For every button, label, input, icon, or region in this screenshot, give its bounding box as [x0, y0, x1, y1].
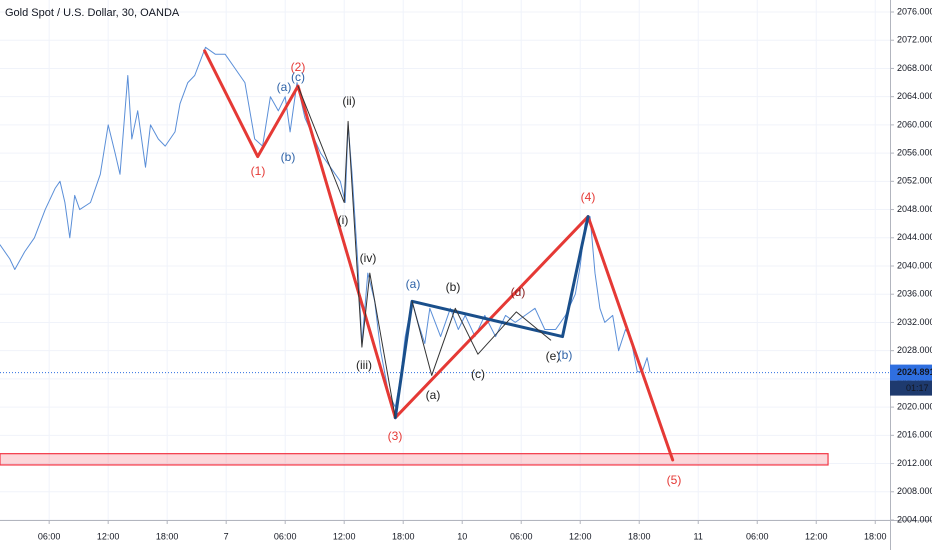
- y-tick-label: 2068.000: [897, 63, 932, 73]
- y-tick-label: 2032.000: [897, 317, 932, 327]
- plot: (1) (2) (3) (4) (5) (a) (b) (c) (ii) (i) (iv) (iii)…: [0, 46, 890, 487]
- x-tick-label: 7: [224, 531, 229, 541]
- series-line: [411, 300, 552, 376]
- y-tick-label: 2040.000: [897, 260, 932, 270]
- wave-label: (c): [291, 70, 305, 84]
- wave-label: (b): [446, 280, 461, 294]
- wave-label: (1): [251, 164, 266, 178]
- y-tick-label: 2016.000: [897, 430, 932, 440]
- y-tick-label: 2076.000: [897, 6, 932, 16]
- y-tick-label: 2028.000: [897, 345, 932, 355]
- support-zone: [0, 453, 829, 466]
- series-line: [393, 215, 590, 420]
- x-tick-label: 10: [457, 531, 467, 541]
- wave-label: (a): [406, 277, 421, 291]
- y-tick-label: 2072.000: [897, 35, 932, 45]
- wave-label: (3): [388, 429, 403, 443]
- y-tick-label: 2008.000: [897, 486, 932, 496]
- x-tick-label: 11: [694, 531, 703, 541]
- x-tick-label: 06:00: [746, 531, 769, 541]
- y-tick-label: 2044.000: [897, 232, 932, 242]
- wave-label: (iii): [356, 358, 372, 372]
- x-tick-label: 12:00: [97, 531, 120, 541]
- wave-label: (5): [667, 473, 682, 487]
- wave-label: (a): [426, 388, 441, 402]
- wave-label: (iv): [360, 251, 377, 265]
- series-line: [297, 85, 396, 419]
- x-tick-label: 06:00: [510, 531, 533, 541]
- series-line: [203, 49, 675, 462]
- chart-title: Gold Spot / U.S. Dollar, 30, OANDA: [5, 7, 180, 19]
- axes: 2004.000 2008.000 2012.000 2016.000 2020.000…: [38, 6, 932, 541]
- last-price-label: 2024.891: [897, 367, 932, 377]
- y-tick-label: 2020.000: [897, 401, 932, 411]
- wave-label: (c): [471, 367, 485, 381]
- y-tick-label: 2064.000: [897, 91, 932, 101]
- y-tick-label: 2052.000: [897, 176, 932, 186]
- y-tick-label: 2056.000: [897, 147, 932, 157]
- wave-label: (e): [546, 349, 561, 363]
- wave-label: (4): [581, 190, 596, 204]
- y-tick-label: 2004.000: [897, 514, 932, 524]
- countdown-label: 01:17: [906, 383, 929, 393]
- x-tick-label: 06:00: [38, 531, 61, 541]
- x-tick-label: 12:00: [805, 531, 828, 541]
- y-tick-label: 2012.000: [897, 458, 932, 468]
- wave-label: (a): [277, 80, 292, 94]
- y-tick-label: 2060.000: [897, 119, 932, 129]
- countdown-box: [890, 380, 932, 396]
- x-tick-label: 12:00: [569, 531, 592, 541]
- wave-label: (d): [511, 285, 526, 299]
- wave-label: (b): [558, 348, 573, 362]
- grid: [0, 0, 890, 521]
- x-tick-label: 18:00: [628, 531, 651, 541]
- x-tick-label: 18:00: [864, 531, 887, 541]
- x-tick-label: 06:00: [274, 531, 297, 541]
- last-price-box: [890, 364, 932, 381]
- wave-label: (i): [338, 213, 349, 227]
- x-tick-label: 12:00: [333, 531, 356, 541]
- x-tick-label: 18:00: [392, 531, 415, 541]
- x-tick-label: 18:00: [156, 531, 179, 541]
- wave-label: (b): [281, 150, 296, 164]
- y-tick-label: 2036.000: [897, 289, 932, 299]
- wave-label: (ii): [342, 94, 355, 108]
- y-tick-label: 2048.000: [897, 204, 932, 214]
- wave-label: (2): [291, 60, 306, 74]
